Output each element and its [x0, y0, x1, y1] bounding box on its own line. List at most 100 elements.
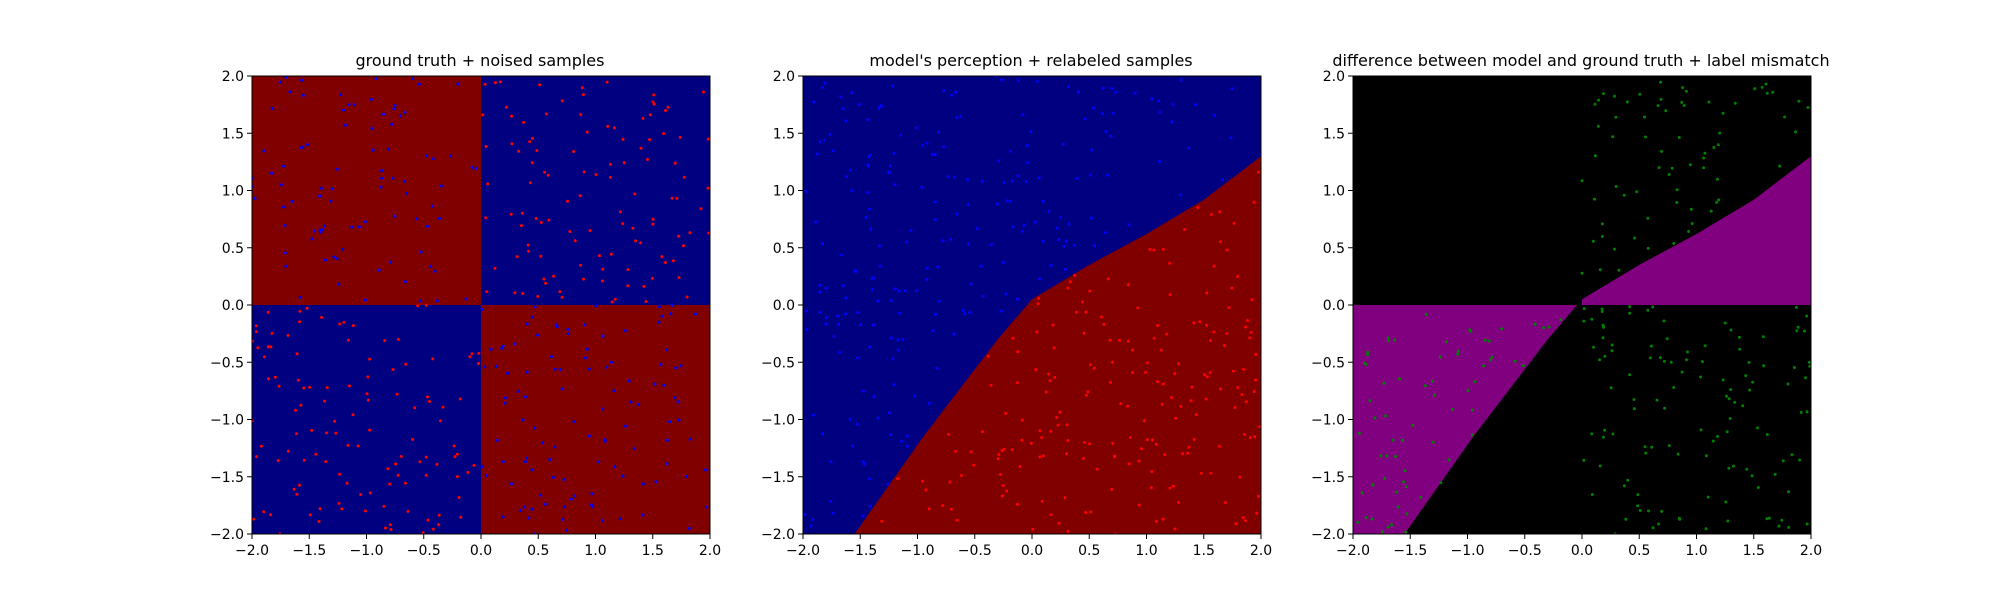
sample-point: [310, 428, 314, 432]
sample-point: [597, 254, 601, 258]
sample-point: [1199, 471, 1203, 475]
sample-point: [610, 300, 614, 304]
sample-point: [389, 528, 393, 531]
sample-point: [809, 524, 813, 528]
sample-point: [278, 80, 282, 84]
sample-point: [1076, 90, 1080, 94]
sample-point: [1387, 339, 1391, 343]
sample-point: [1145, 361, 1149, 365]
sample-point: [1547, 325, 1551, 329]
sample-point: [897, 348, 900, 352]
sample-point: [1706, 495, 1710, 499]
sample-point: [1241, 516, 1245, 519]
sample-point: [1173, 527, 1177, 531]
sample-point: [1011, 225, 1015, 229]
sample-point: [601, 407, 604, 411]
sample-point: [493, 81, 497, 85]
x-tick-label: 0.0: [1571, 543, 1593, 559]
sample-point: [1647, 509, 1650, 513]
sample-point: [1190, 385, 1194, 389]
sample-point: [347, 103, 351, 107]
y-tick-label: 0.5: [1323, 241, 1345, 257]
sample-point: [1795, 329, 1799, 333]
sample-point: [382, 504, 386, 508]
sample-point: [1404, 530, 1408, 534]
sample-point: [669, 312, 673, 316]
sample-point: [1192, 438, 1196, 441]
sample-point: [1677, 136, 1681, 139]
sample-point: [501, 515, 505, 519]
sample-point: [642, 284, 646, 288]
sample-point: [1764, 82, 1768, 86]
sample-point: [1482, 364, 1486, 368]
sample-point: [1685, 358, 1688, 362]
sample-point: [1093, 244, 1097, 248]
sample-point: [901, 337, 905, 341]
sample-point: [458, 397, 462, 401]
sample-point: [522, 505, 526, 509]
sample-point: [393, 214, 397, 218]
sample-point: [1111, 111, 1115, 115]
sample-point: [403, 179, 407, 183]
sample-point: [337, 282, 341, 286]
sample-point: [334, 431, 338, 435]
sample-point: [470, 352, 474, 356]
sample-point: [298, 309, 302, 313]
sample-point: [601, 267, 605, 271]
sample-point: [861, 514, 865, 518]
sample-point: [664, 109, 667, 112]
sample-point: [1660, 509, 1664, 513]
sample-point: [553, 367, 557, 371]
sample-point: [405, 191, 409, 195]
sample-point: [1699, 375, 1703, 379]
sample-point: [1118, 338, 1121, 342]
sample-point: [431, 157, 435, 161]
sample-point: [535, 149, 539, 152]
sample-point: [403, 481, 407, 485]
sample-point: [533, 305, 537, 309]
sample-point: [301, 93, 305, 97]
sample-point: [273, 375, 277, 379]
sample-point: [1600, 235, 1604, 238]
sample-point: [665, 438, 669, 442]
sample-point: [936, 265, 940, 269]
sample-point: [648, 113, 652, 117]
sample-point: [1106, 277, 1110, 281]
sample-point: [1611, 432, 1615, 436]
sample-point: [1171, 484, 1175, 488]
sample-point: [379, 185, 383, 189]
sample-point: [1680, 370, 1684, 374]
sample-point: [526, 243, 530, 247]
sample-point: [1212, 330, 1216, 334]
sample-point: [1610, 343, 1614, 347]
sample-point: [370, 127, 374, 130]
sample-point: [878, 264, 882, 268]
sample-point: [1230, 286, 1234, 290]
sample-point: [1002, 447, 1006, 451]
sample-point: [345, 481, 349, 485]
sample-point: [1229, 136, 1233, 140]
sample-point: [668, 420, 672, 424]
sample-point: [1037, 176, 1041, 180]
region-below-boundary: [854, 156, 1261, 534]
sample-point: [365, 392, 369, 396]
sample-point: [299, 403, 303, 407]
sample-point: [1686, 350, 1689, 354]
sample-point: [818, 290, 822, 294]
sample-point: [1738, 347, 1742, 351]
sample-point: [530, 468, 534, 472]
sample-point: [329, 199, 333, 203]
y-tick-label: 1.0: [773, 184, 795, 200]
x-tick-label: −1.0: [1451, 543, 1485, 559]
sample-point: [284, 76, 288, 79]
sample-point: [891, 357, 895, 361]
sample-point: [1628, 373, 1632, 377]
sample-point: [1533, 322, 1537, 326]
sample-point: [1675, 188, 1679, 192]
sample-point: [1173, 372, 1177, 376]
sample-point: [1220, 178, 1224, 182]
sample-point: [654, 480, 658, 484]
sample-point: [449, 154, 453, 158]
sample-point: [1622, 193, 1626, 197]
sample-point: [318, 507, 322, 511]
